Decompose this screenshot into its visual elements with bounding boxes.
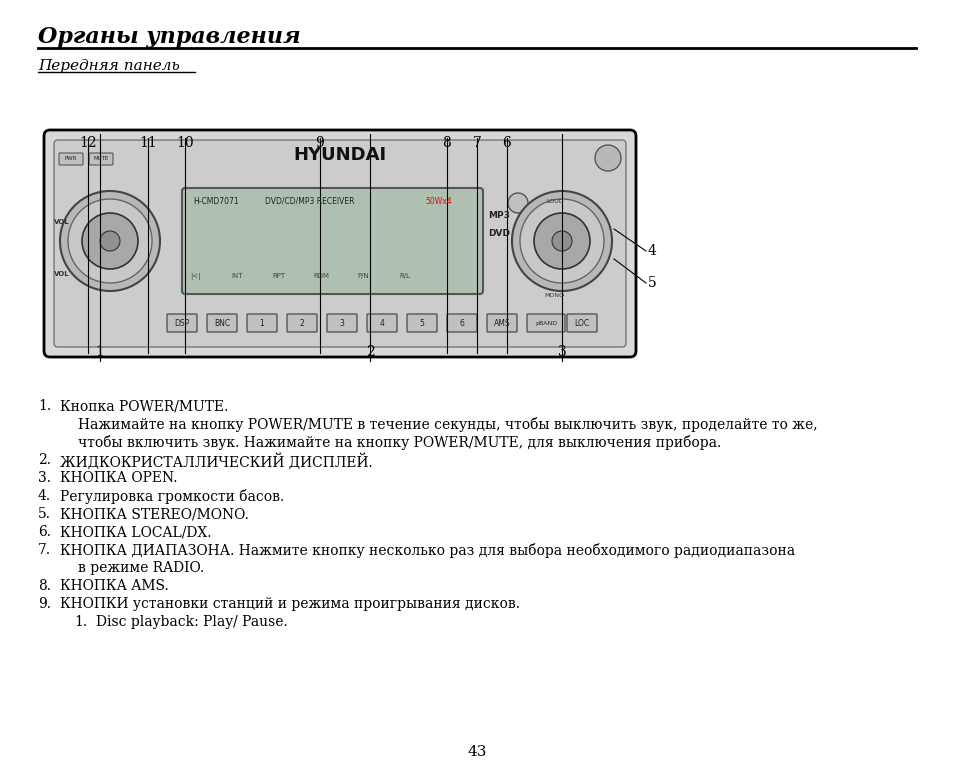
FancyBboxPatch shape <box>44 130 636 357</box>
Text: LOUD: LOUD <box>545 199 563 204</box>
FancyBboxPatch shape <box>207 314 236 332</box>
Text: 2: 2 <box>365 345 374 359</box>
Circle shape <box>68 199 152 283</box>
Text: HYUNDAI: HYUNDAI <box>294 146 386 164</box>
Text: 1.: 1. <box>74 615 87 629</box>
Text: 9.: 9. <box>38 597 51 611</box>
Circle shape <box>60 191 160 291</box>
Text: 5: 5 <box>647 276 656 290</box>
Text: 4: 4 <box>379 319 384 327</box>
Text: 2: 2 <box>299 319 304 327</box>
FancyBboxPatch shape <box>89 153 112 165</box>
Text: 7: 7 <box>472 136 481 150</box>
Text: 10: 10 <box>176 136 193 150</box>
Text: 3: 3 <box>339 319 344 327</box>
FancyBboxPatch shape <box>486 314 517 332</box>
Text: 2.: 2. <box>38 453 51 467</box>
Text: КНОПКА AMS.: КНОПКА AMS. <box>60 579 169 593</box>
FancyBboxPatch shape <box>526 314 564 332</box>
Text: Кнопка POWER/MUTE.: Кнопка POWER/MUTE. <box>60 399 228 413</box>
Text: |<|: |<| <box>190 273 200 280</box>
Text: 8.: 8. <box>38 579 51 593</box>
Text: 6: 6 <box>502 136 511 150</box>
Circle shape <box>100 231 120 251</box>
Text: 43: 43 <box>467 745 486 759</box>
Text: MUTE: MUTE <box>93 156 109 162</box>
Text: Регулировка громкости басов.: Регулировка громкости басов. <box>60 489 284 504</box>
FancyBboxPatch shape <box>54 140 625 347</box>
Circle shape <box>507 193 527 213</box>
Text: 11: 11 <box>139 136 156 150</box>
Text: P/N: P/N <box>356 273 369 279</box>
Text: КНОПКА LOCAL/DX.: КНОПКА LOCAL/DX. <box>60 525 212 539</box>
Text: Передняя панель: Передняя панель <box>38 59 179 73</box>
FancyBboxPatch shape <box>566 314 597 332</box>
Text: 4: 4 <box>647 244 657 258</box>
Text: 9: 9 <box>315 136 324 150</box>
Text: 5.: 5. <box>38 507 51 521</box>
Text: Disc playback: Play/ Pause.: Disc playback: Play/ Pause. <box>96 615 288 629</box>
Text: 3.: 3. <box>38 471 51 485</box>
Circle shape <box>512 191 612 291</box>
Text: PWR: PWR <box>65 156 77 162</box>
FancyBboxPatch shape <box>367 314 396 332</box>
Text: 3: 3 <box>558 345 566 359</box>
Text: VOL: VOL <box>54 219 70 225</box>
Text: 1.: 1. <box>38 399 51 413</box>
Text: AMS: AMS <box>493 319 510 327</box>
FancyBboxPatch shape <box>167 314 196 332</box>
Text: КНОПКИ установки станций и режима проигрывания дисков.: КНОПКИ установки станций и режима проигр… <box>60 597 519 611</box>
Text: RDM: RDM <box>313 273 329 279</box>
FancyBboxPatch shape <box>59 153 83 165</box>
Text: 1: 1 <box>95 345 104 359</box>
Text: INT: INT <box>231 273 242 279</box>
Text: 4.: 4. <box>38 489 51 503</box>
Text: RPT: RPT <box>273 273 285 279</box>
FancyBboxPatch shape <box>182 188 482 294</box>
Text: 7.: 7. <box>38 543 51 557</box>
Text: DVD/CD/MP3 RECEIVER: DVD/CD/MP3 RECEIVER <box>265 197 355 206</box>
Text: КНОПКА STEREO/MONO.: КНОПКА STEREO/MONO. <box>60 507 249 521</box>
Circle shape <box>595 145 620 171</box>
Text: MP3: MP3 <box>488 211 509 220</box>
FancyBboxPatch shape <box>287 314 316 332</box>
FancyBboxPatch shape <box>407 314 436 332</box>
FancyBboxPatch shape <box>447 314 476 332</box>
FancyBboxPatch shape <box>327 314 356 332</box>
FancyBboxPatch shape <box>247 314 276 332</box>
Text: 6.: 6. <box>38 525 51 539</box>
Text: pBAND: pBAND <box>535 320 557 326</box>
Circle shape <box>82 213 138 269</box>
Text: H-CMD7071: H-CMD7071 <box>193 197 238 206</box>
Text: Нажимайте на кнопку POWER/MUTE в течение секунды, чтобы выключить звук, проделай: Нажимайте на кнопку POWER/MUTE в течение… <box>78 417 817 432</box>
Text: 8: 8 <box>442 136 451 150</box>
Text: MONO: MONO <box>543 293 563 298</box>
Text: 50Wx4: 50Wx4 <box>424 197 451 206</box>
Text: КНОПКА ДИАПАЗОНА. Нажмите кнопку несколько раз для выбора необходимого радиодиап: КНОПКА ДИАПАЗОНА. Нажмите кнопку несколь… <box>60 543 794 558</box>
Circle shape <box>552 231 572 251</box>
Text: LOC: LOC <box>574 319 589 327</box>
Circle shape <box>519 199 603 283</box>
Text: 5: 5 <box>419 319 424 327</box>
Text: 12: 12 <box>79 136 96 150</box>
Text: КНОПКА OPEN.: КНОПКА OPEN. <box>60 471 177 485</box>
Text: BNC: BNC <box>213 319 230 327</box>
Text: R/L: R/L <box>399 273 410 279</box>
Text: DVD: DVD <box>488 229 510 238</box>
Text: VOL: VOL <box>54 271 70 277</box>
Text: в режиме RADIO.: в режиме RADIO. <box>78 561 204 575</box>
Text: 1: 1 <box>259 319 264 327</box>
Text: 6: 6 <box>459 319 464 327</box>
Text: Органы управления: Органы управления <box>38 26 300 48</box>
Text: чтобы включить звук. Нажимайте на кнопку POWER/MUTE, для выключения прибора.: чтобы включить звук. Нажимайте на кнопку… <box>78 435 720 450</box>
Circle shape <box>534 213 589 269</box>
Text: ЖИДКОКРИСТАЛЛИЧЕСКИЙ ДИСПЛЕЙ.: ЖИДКОКРИСТАЛЛИЧЕСКИЙ ДИСПЛЕЙ. <box>60 453 373 469</box>
Text: DSP: DSP <box>174 319 190 327</box>
